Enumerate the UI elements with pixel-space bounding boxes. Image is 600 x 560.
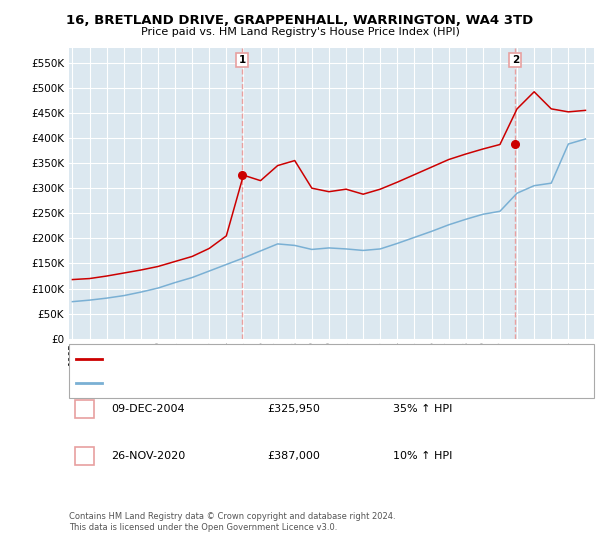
Text: 2: 2	[81, 451, 88, 461]
Text: 16, BRETLAND DRIVE, GRAPPENHALL, WARRINGTON, WA4 3TD: 16, BRETLAND DRIVE, GRAPPENHALL, WARRING…	[67, 14, 533, 27]
Text: 35% ↑ HPI: 35% ↑ HPI	[393, 404, 452, 414]
Text: HPI: Average price, detached house, Warrington: HPI: Average price, detached house, Warr…	[108, 377, 348, 388]
Text: 09-DEC-2004: 09-DEC-2004	[111, 404, 185, 414]
Text: Price paid vs. HM Land Registry's House Price Index (HPI): Price paid vs. HM Land Registry's House …	[140, 27, 460, 37]
Text: £325,950: £325,950	[267, 404, 320, 414]
Text: 26-NOV-2020: 26-NOV-2020	[111, 451, 185, 461]
Text: Contains HM Land Registry data © Crown copyright and database right 2024.
This d: Contains HM Land Registry data © Crown c…	[69, 512, 395, 532]
Text: 2: 2	[512, 55, 519, 65]
Text: 16, BRETLAND DRIVE, GRAPPENHALL, WARRINGTON, WA4 3TD (detached house): 16, BRETLAND DRIVE, GRAPPENHALL, WARRING…	[108, 354, 511, 365]
Text: 1: 1	[238, 55, 245, 65]
Text: 10% ↑ HPI: 10% ↑ HPI	[393, 451, 452, 461]
Text: £387,000: £387,000	[267, 451, 320, 461]
Text: 1: 1	[81, 404, 88, 414]
